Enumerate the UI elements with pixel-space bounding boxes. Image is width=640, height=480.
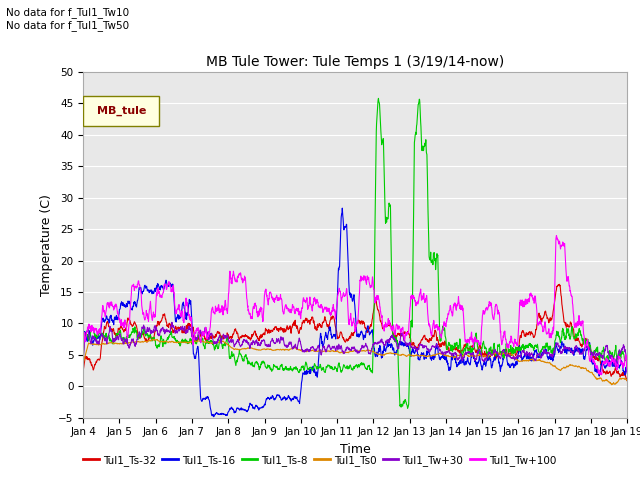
- Text: No data for f_Tul1_Tw10: No data for f_Tul1_Tw10: [6, 7, 129, 18]
- Text: No data for f_Tul1_Tw50: No data for f_Tul1_Tw50: [6, 20, 129, 31]
- FancyBboxPatch shape: [83, 96, 159, 126]
- Title: MB Tule Tower: Tule Temps 1 (3/19/14-now): MB Tule Tower: Tule Temps 1 (3/19/14-now…: [206, 56, 504, 70]
- Legend: Tul1_Ts-32, Tul1_Ts-16, Tul1_Ts-8, Tul1_Ts0, Tul1_Tw+30, Tul1_Tw+100: Tul1_Ts-32, Tul1_Ts-16, Tul1_Ts-8, Tul1_…: [79, 451, 561, 470]
- Y-axis label: Temperature (C): Temperature (C): [40, 194, 52, 296]
- X-axis label: Time: Time: [340, 443, 371, 456]
- Text: MB_tule: MB_tule: [97, 106, 146, 116]
